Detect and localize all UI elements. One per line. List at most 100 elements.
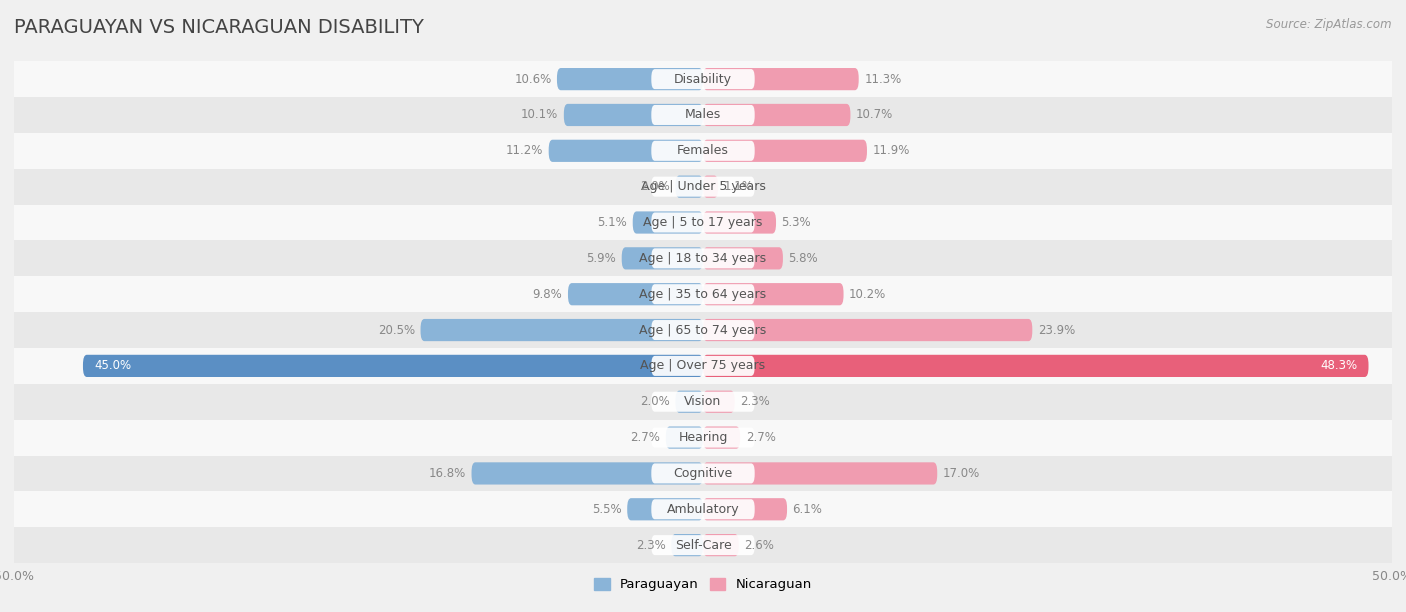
Text: Age | 5 to 17 years: Age | 5 to 17 years bbox=[644, 216, 762, 229]
Bar bbox=[14, 97, 1392, 133]
Text: 11.9%: 11.9% bbox=[873, 144, 910, 157]
FancyBboxPatch shape bbox=[557, 68, 703, 90]
FancyBboxPatch shape bbox=[651, 141, 755, 161]
FancyBboxPatch shape bbox=[548, 140, 703, 162]
Text: Self-Care: Self-Care bbox=[675, 539, 731, 551]
Text: 10.1%: 10.1% bbox=[522, 108, 558, 121]
Text: 23.9%: 23.9% bbox=[1038, 324, 1076, 337]
Text: 11.2%: 11.2% bbox=[506, 144, 543, 157]
FancyBboxPatch shape bbox=[703, 427, 740, 449]
Bar bbox=[14, 312, 1392, 348]
Bar bbox=[14, 204, 1392, 241]
FancyBboxPatch shape bbox=[651, 212, 755, 233]
FancyBboxPatch shape bbox=[564, 104, 703, 126]
FancyBboxPatch shape bbox=[651, 248, 755, 268]
Text: 5.3%: 5.3% bbox=[782, 216, 811, 229]
Text: Cognitive: Cognitive bbox=[673, 467, 733, 480]
Bar bbox=[14, 133, 1392, 169]
Bar bbox=[14, 61, 1392, 97]
Bar bbox=[14, 527, 1392, 563]
Bar bbox=[14, 455, 1392, 491]
Text: 2.7%: 2.7% bbox=[630, 431, 661, 444]
FancyBboxPatch shape bbox=[675, 176, 703, 198]
Text: 2.6%: 2.6% bbox=[744, 539, 775, 551]
Text: 2.3%: 2.3% bbox=[740, 395, 770, 408]
Text: 10.6%: 10.6% bbox=[515, 73, 551, 86]
Text: 5.5%: 5.5% bbox=[592, 503, 621, 516]
Text: PARAGUAYAN VS NICARAGUAN DISABILITY: PARAGUAYAN VS NICARAGUAN DISABILITY bbox=[14, 18, 425, 37]
Text: Age | 65 to 74 years: Age | 65 to 74 years bbox=[640, 324, 766, 337]
FancyBboxPatch shape bbox=[703, 176, 718, 198]
Text: Hearing: Hearing bbox=[678, 431, 728, 444]
Bar bbox=[14, 276, 1392, 312]
FancyBboxPatch shape bbox=[651, 69, 755, 89]
FancyBboxPatch shape bbox=[703, 104, 851, 126]
Text: Age | Under 5 years: Age | Under 5 years bbox=[641, 180, 765, 193]
FancyBboxPatch shape bbox=[651, 535, 755, 555]
FancyBboxPatch shape bbox=[703, 68, 859, 90]
Bar bbox=[14, 348, 1392, 384]
FancyBboxPatch shape bbox=[651, 463, 755, 483]
Text: 10.2%: 10.2% bbox=[849, 288, 886, 300]
Text: Disability: Disability bbox=[673, 73, 733, 86]
FancyBboxPatch shape bbox=[471, 462, 703, 485]
Text: Vision: Vision bbox=[685, 395, 721, 408]
FancyBboxPatch shape bbox=[633, 211, 703, 234]
Text: 5.1%: 5.1% bbox=[598, 216, 627, 229]
FancyBboxPatch shape bbox=[675, 390, 703, 413]
Bar bbox=[14, 384, 1392, 420]
FancyBboxPatch shape bbox=[627, 498, 703, 520]
FancyBboxPatch shape bbox=[703, 498, 787, 520]
FancyBboxPatch shape bbox=[651, 105, 755, 125]
Text: 17.0%: 17.0% bbox=[943, 467, 980, 480]
FancyBboxPatch shape bbox=[703, 140, 868, 162]
Text: 6.1%: 6.1% bbox=[793, 503, 823, 516]
Text: 5.9%: 5.9% bbox=[586, 252, 616, 265]
Bar bbox=[14, 169, 1392, 204]
FancyBboxPatch shape bbox=[703, 247, 783, 269]
FancyBboxPatch shape bbox=[651, 428, 755, 447]
FancyBboxPatch shape bbox=[671, 534, 703, 556]
Text: 2.0%: 2.0% bbox=[640, 395, 669, 408]
FancyBboxPatch shape bbox=[651, 177, 755, 196]
Text: 5.8%: 5.8% bbox=[789, 252, 818, 265]
Text: 11.3%: 11.3% bbox=[865, 73, 901, 86]
FancyBboxPatch shape bbox=[703, 534, 738, 556]
Text: 16.8%: 16.8% bbox=[429, 467, 465, 480]
Bar bbox=[14, 241, 1392, 276]
FancyBboxPatch shape bbox=[651, 499, 755, 519]
Text: Age | Over 75 years: Age | Over 75 years bbox=[641, 359, 765, 372]
Text: 2.7%: 2.7% bbox=[745, 431, 776, 444]
Text: 45.0%: 45.0% bbox=[94, 359, 131, 372]
Legend: Paraguayan, Nicaraguan: Paraguayan, Nicaraguan bbox=[589, 573, 817, 597]
FancyBboxPatch shape bbox=[83, 355, 703, 377]
Text: 1.1%: 1.1% bbox=[724, 180, 754, 193]
Text: Age | 18 to 34 years: Age | 18 to 34 years bbox=[640, 252, 766, 265]
Text: Males: Males bbox=[685, 108, 721, 121]
FancyBboxPatch shape bbox=[651, 320, 755, 340]
Text: 2.0%: 2.0% bbox=[640, 180, 669, 193]
FancyBboxPatch shape bbox=[703, 319, 1032, 341]
FancyBboxPatch shape bbox=[703, 211, 776, 234]
Text: Ambulatory: Ambulatory bbox=[666, 503, 740, 516]
FancyBboxPatch shape bbox=[568, 283, 703, 305]
FancyBboxPatch shape bbox=[651, 284, 755, 304]
Text: Females: Females bbox=[678, 144, 728, 157]
FancyBboxPatch shape bbox=[666, 427, 703, 449]
FancyBboxPatch shape bbox=[703, 355, 1368, 377]
Text: 9.8%: 9.8% bbox=[533, 288, 562, 300]
Text: 2.3%: 2.3% bbox=[636, 539, 666, 551]
Text: 48.3%: 48.3% bbox=[1320, 359, 1358, 372]
Bar bbox=[14, 420, 1392, 455]
FancyBboxPatch shape bbox=[703, 462, 938, 485]
FancyBboxPatch shape bbox=[651, 356, 755, 376]
Text: 20.5%: 20.5% bbox=[378, 324, 415, 337]
FancyBboxPatch shape bbox=[703, 283, 844, 305]
Text: Source: ZipAtlas.com: Source: ZipAtlas.com bbox=[1267, 18, 1392, 31]
Text: Age | 35 to 64 years: Age | 35 to 64 years bbox=[640, 288, 766, 300]
FancyBboxPatch shape bbox=[420, 319, 703, 341]
Text: 10.7%: 10.7% bbox=[856, 108, 893, 121]
FancyBboxPatch shape bbox=[703, 390, 735, 413]
FancyBboxPatch shape bbox=[651, 392, 755, 412]
FancyBboxPatch shape bbox=[621, 247, 703, 269]
